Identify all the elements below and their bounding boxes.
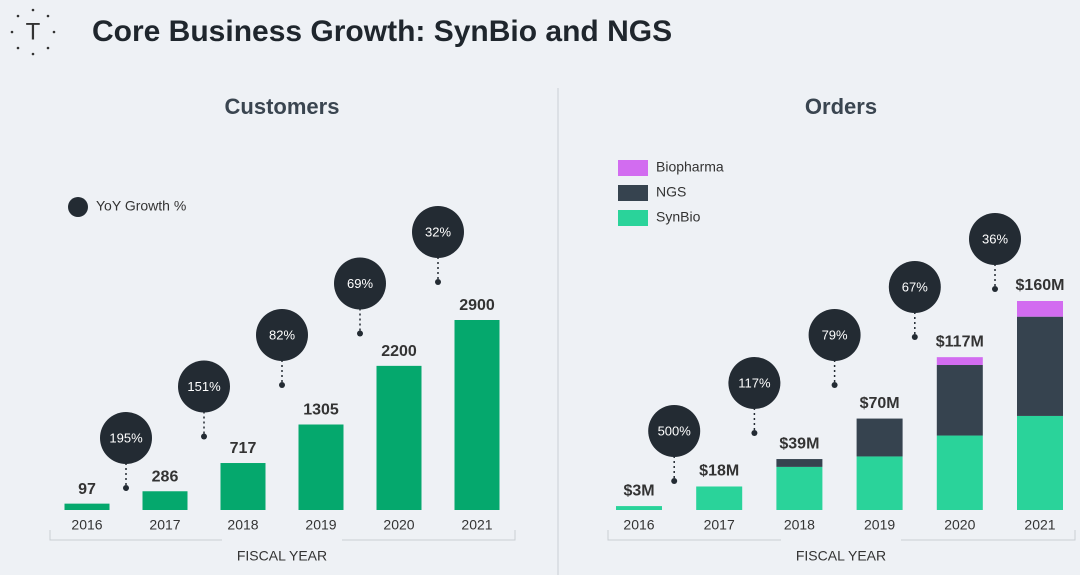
growth-label: 117%	[738, 375, 771, 390]
chart-title: Customers	[225, 94, 340, 119]
x-tick-label: 2017	[149, 517, 180, 533]
x-tick-label: 2020	[944, 517, 975, 533]
x-tick-label: 2016	[623, 517, 654, 533]
total-label: $3M	[623, 482, 654, 499]
bar-segment	[936, 357, 983, 366]
growth-bubble	[100, 412, 152, 464]
growth-dot	[123, 485, 129, 491]
value-label: 97	[78, 481, 96, 498]
total-label: $117M	[936, 333, 984, 350]
x-tick-label: 2020	[383, 517, 414, 533]
x-tick-label: 2016	[71, 517, 102, 533]
bar	[376, 365, 422, 510]
value-label: 1305	[303, 402, 339, 419]
growth-label: 32%	[425, 224, 451, 239]
growth-bubble	[334, 257, 386, 310]
growth-bubble	[728, 357, 781, 409]
growth-label: 79%	[822, 327, 848, 342]
growth-dot	[671, 478, 678, 484]
bar	[298, 424, 344, 510]
growth-dot	[911, 334, 918, 340]
bar	[64, 503, 110, 510]
legend-swatch	[618, 210, 648, 226]
bar	[142, 491, 188, 510]
growth-label: 67%	[902, 279, 928, 294]
bar-segment	[1017, 316, 1063, 416]
bar-segment	[936, 365, 983, 436]
growth-dot	[751, 430, 758, 436]
total-label: $160M	[1016, 277, 1065, 294]
growth-label: 151%	[187, 379, 221, 394]
growth-bubble	[969, 213, 1021, 265]
value-label: 2900	[459, 297, 495, 314]
bar-segment	[856, 418, 903, 457]
x-tick-label: 2019	[864, 517, 895, 533]
growth-dot	[357, 330, 363, 337]
growth-bubble	[888, 261, 941, 313]
bar-segment	[856, 456, 903, 510]
value-label: 286	[152, 468, 179, 485]
legend-swatch	[618, 160, 648, 176]
x-axis-bracket	[607, 530, 1076, 541]
legend-label: YoY Growth %	[96, 198, 186, 214]
bar-segment	[936, 435, 983, 510]
growth-dot	[279, 382, 285, 388]
legend-swatch	[618, 185, 648, 201]
x-tick-label: 2019	[305, 517, 336, 533]
bar-segment	[616, 506, 662, 510]
x-tick-label: 2021	[461, 517, 492, 533]
x-axis-bracket	[49, 530, 516, 541]
page-title: Core Business Growth: SynBio and NGS	[92, 15, 672, 48]
growth-dot	[201, 433, 207, 440]
legend-label: NGS	[656, 184, 686, 200]
growth-label: 82%	[269, 327, 295, 342]
x-tick-label: 2018	[227, 517, 258, 533]
bar-segment	[776, 459, 823, 467]
growth-dot	[992, 286, 998, 292]
x-tick-label: 2021	[1024, 517, 1055, 533]
growth-label: 69%	[347, 276, 373, 291]
growth-dot	[435, 279, 441, 285]
growth-bubble	[808, 309, 861, 361]
growth-bubble	[412, 206, 464, 258]
bar	[220, 463, 266, 510]
total-label: $18M	[699, 463, 739, 480]
value-label: 2200	[381, 343, 417, 360]
total-label: $39M	[779, 435, 819, 452]
x-tick-label: 2018	[784, 517, 815, 533]
growth-label: 500%	[658, 423, 692, 438]
bar-segment	[1017, 301, 1063, 317]
bar-segment	[776, 466, 823, 510]
logo-letter: T	[26, 18, 41, 45]
chart-title: Orders	[805, 94, 877, 119]
growth-label: 195%	[109, 430, 143, 445]
growth-bubble	[178, 360, 230, 413]
x-axis-label: FISCAL YEAR	[796, 548, 886, 564]
growth-label: 36%	[982, 231, 1008, 246]
x-tick-label: 2017	[704, 517, 735, 533]
logo	[10, 8, 56, 56]
bar-segment	[1017, 415, 1063, 510]
value-label: 717	[230, 440, 257, 457]
legend-label: SynBio	[656, 209, 701, 225]
x-axis-label: FISCAL YEAR	[237, 548, 327, 564]
bar	[454, 320, 500, 510]
legend-label: Biopharma	[656, 159, 724, 175]
growth-bubble	[648, 405, 701, 457]
bar-segment	[696, 486, 743, 510]
total-label: $70M	[860, 395, 900, 412]
growth-bubble	[256, 309, 308, 361]
growth-dot	[831, 382, 838, 388]
legend-marker	[68, 197, 88, 217]
